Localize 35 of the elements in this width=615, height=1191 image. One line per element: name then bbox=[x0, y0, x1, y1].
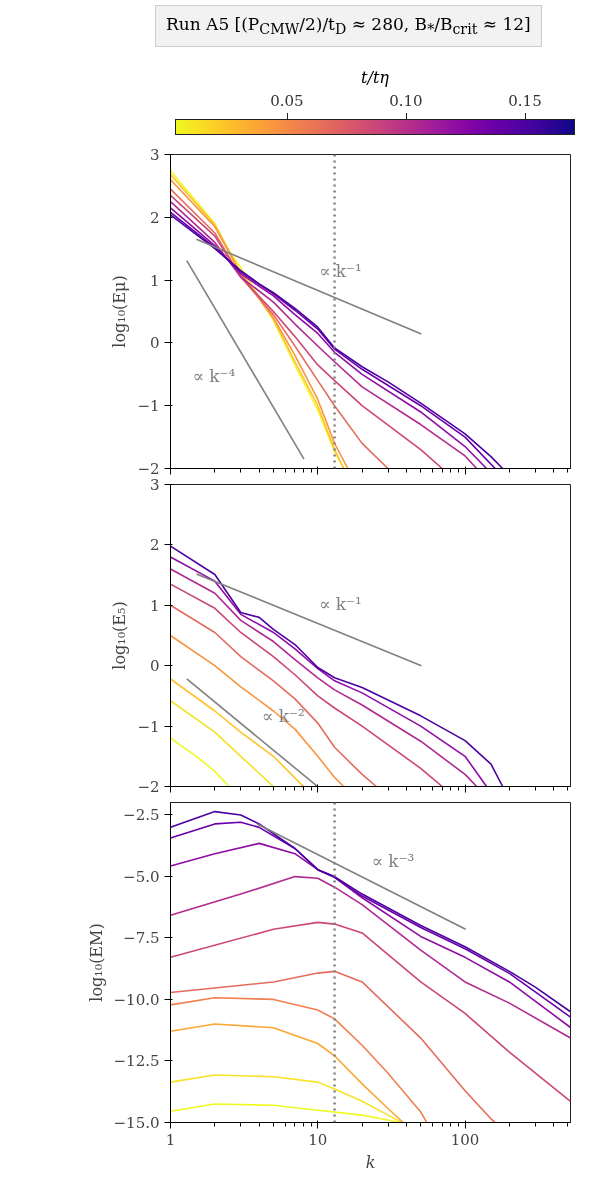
x-axis-title: k bbox=[365, 1152, 376, 1172]
y-tick-label: −1 bbox=[137, 717, 160, 736]
x-tick-label: 1 bbox=[165, 1130, 176, 1149]
x-tick-label: 10 bbox=[308, 1130, 328, 1149]
series-label: ∝ k⁻³ bbox=[371, 850, 415, 871]
y-tick-label: −2 bbox=[137, 460, 160, 478]
y-tick-label: 3 bbox=[149, 476, 160, 494]
y-axis-title: log₁₀(EM) bbox=[86, 923, 106, 1002]
color-bar-label: 0.05 bbox=[270, 91, 304, 112]
y-tick-label: −1 bbox=[137, 397, 160, 416]
series-label: ∝ k⁻⁴ bbox=[192, 365, 236, 386]
chart-title: Run A5 [(P$_{CMW}$/2)/t$_{D}$ ≈ 280, B$_{*}$/B$_{crit}$ ≈ 12] bbox=[166, 14, 531, 38]
color-bar-label: 0.15 bbox=[508, 91, 542, 112]
y-axis-title: log₁₀(E₅) bbox=[110, 601, 130, 670]
series-label: ∝ k⁻¹ bbox=[318, 260, 362, 281]
y-tick-label: −2.5 bbox=[123, 806, 160, 825]
y-tick-label: −15.0 bbox=[113, 1114, 160, 1132]
x-tick-label: 100 bbox=[450, 1130, 480, 1149]
y-tick-label: −5.0 bbox=[123, 867, 160, 886]
y-tick-label: 2 bbox=[149, 208, 160, 227]
y-tick-label: 1 bbox=[149, 271, 160, 290]
series-label: ∝ k⁻² bbox=[261, 706, 305, 727]
y-tick-label: 2 bbox=[149, 536, 160, 555]
y-tick-label: 1 bbox=[149, 596, 160, 615]
color-bar-title: t/tη bbox=[360, 67, 390, 89]
y-tick-label: −12.5 bbox=[113, 1052, 160, 1071]
y-tick-label: 0 bbox=[149, 334, 160, 353]
y-tick-label: 3 bbox=[149, 146, 160, 164]
series-label: ∝ k⁻¹ bbox=[318, 593, 362, 614]
y-tick-label: −10.0 bbox=[113, 990, 160, 1009]
y-tick-label: 0 bbox=[149, 657, 160, 676]
y-tick-label: −2 bbox=[137, 778, 160, 796]
y-axis-title: log₁₀(Eμ) bbox=[110, 275, 130, 348]
y-tick-label: −7.5 bbox=[123, 929, 160, 948]
color-bar-label: 0.10 bbox=[389, 91, 423, 112]
